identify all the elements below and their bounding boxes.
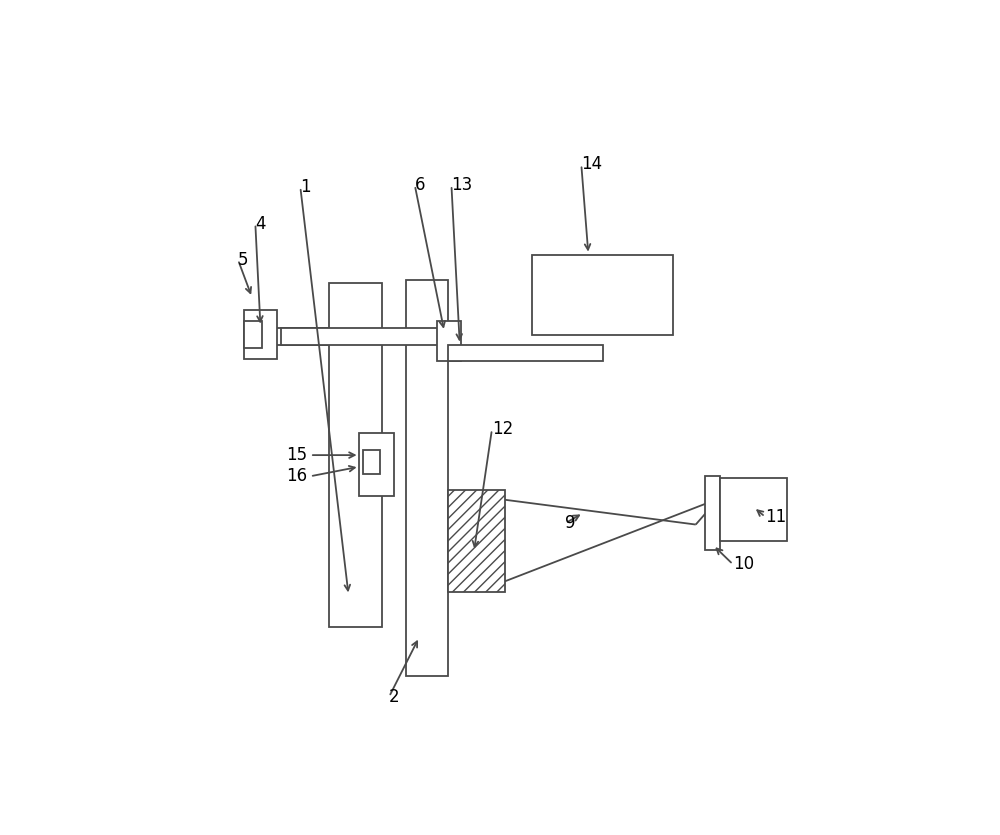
Text: 4: 4 [255, 215, 266, 233]
Text: 14: 14 [581, 155, 602, 174]
Text: 11: 11 [765, 508, 786, 526]
Bar [448, 490, 505, 592]
Bar [406, 281, 448, 676]
Bar [448, 345, 603, 361]
Bar [244, 311, 277, 359]
Text: 2: 2 [389, 688, 400, 706]
Bar [244, 321, 262, 348]
Bar [363, 450, 380, 474]
Text: 15: 15 [286, 446, 307, 464]
Text: 6: 6 [415, 176, 425, 194]
Text: 13: 13 [451, 176, 473, 194]
Bar [329, 283, 382, 627]
Bar [705, 476, 720, 550]
Text: 16: 16 [286, 468, 307, 485]
Bar [720, 478, 787, 540]
Bar [437, 321, 461, 361]
Bar [532, 255, 673, 335]
Text: 9: 9 [565, 514, 576, 532]
Text: 1: 1 [300, 178, 311, 196]
Text: 5: 5 [238, 250, 248, 269]
Text: 10: 10 [733, 555, 754, 574]
Bar [359, 433, 394, 496]
Bar [281, 328, 448, 345]
Text: 12: 12 [492, 420, 513, 438]
